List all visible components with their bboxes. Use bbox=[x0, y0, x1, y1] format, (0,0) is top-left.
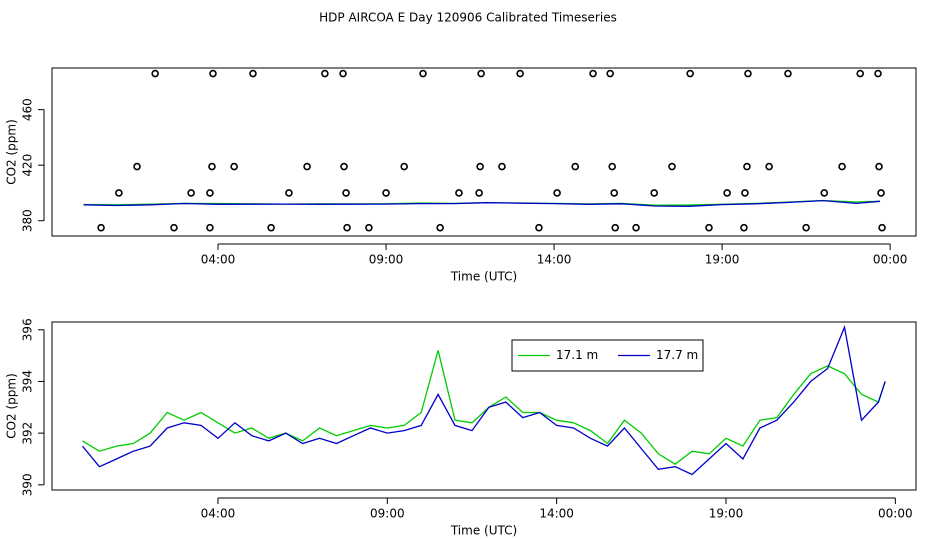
data-point bbox=[342, 189, 350, 197]
data-point bbox=[608, 162, 617, 171]
x-tick-label: 09:00 bbox=[369, 253, 404, 267]
data-point bbox=[571, 162, 580, 171]
data-point bbox=[535, 223, 543, 232]
y-tick-label: 380 bbox=[21, 209, 35, 232]
data-point bbox=[365, 223, 373, 232]
data-line bbox=[82, 350, 886, 465]
data-point bbox=[705, 223, 713, 232]
data-point bbox=[606, 69, 614, 78]
x-tick-label: 00:00 bbox=[873, 253, 908, 267]
legend-label: 17.1 m bbox=[556, 348, 598, 362]
x-tick-label: 04:00 bbox=[201, 253, 236, 267]
data-point bbox=[611, 223, 620, 232]
data-point bbox=[170, 223, 178, 232]
data-point bbox=[610, 189, 619, 197]
data-point bbox=[206, 189, 214, 197]
data-point bbox=[820, 189, 829, 197]
x-tick-label: 09:00 bbox=[370, 507, 405, 521]
data-point bbox=[133, 162, 141, 171]
data-point bbox=[856, 69, 865, 78]
data-point bbox=[455, 189, 463, 197]
data-point bbox=[209, 69, 217, 78]
y-tick-label: 390 bbox=[21, 473, 35, 496]
data-line bbox=[81, 324, 886, 476]
data-point bbox=[723, 189, 731, 197]
data-point bbox=[303, 162, 311, 171]
data-point bbox=[400, 162, 408, 171]
data-point bbox=[498, 162, 506, 171]
data-point bbox=[267, 223, 275, 232]
data-point bbox=[668, 162, 676, 171]
y-axis-label: CO2 (ppm) bbox=[5, 119, 19, 185]
x-tick-label: 14:00 bbox=[539, 507, 574, 521]
x-axis-label: Time (UTC) bbox=[450, 270, 517, 284]
data-point bbox=[249, 69, 257, 78]
y-axis-label: CO2 (ppm) bbox=[5, 373, 19, 439]
x-tick-label: 14:00 bbox=[537, 253, 572, 267]
data-point bbox=[97, 223, 105, 232]
data-point bbox=[230, 162, 238, 171]
data-point bbox=[632, 223, 640, 232]
x-tick-label: 19:00 bbox=[709, 507, 744, 521]
data-point bbox=[382, 189, 390, 197]
y-tick-label: 392 bbox=[21, 422, 35, 445]
data-point bbox=[516, 69, 524, 78]
data-point bbox=[765, 162, 773, 171]
data-point bbox=[419, 69, 427, 78]
data-line bbox=[83, 199, 881, 207]
data-point bbox=[877, 189, 885, 197]
x-axis-label: Time (UTC) bbox=[450, 524, 517, 538]
plot-frame bbox=[51, 67, 917, 237]
plot-frame bbox=[51, 321, 917, 491]
data-point bbox=[878, 223, 886, 232]
data-point bbox=[208, 162, 216, 171]
data-point bbox=[340, 162, 348, 171]
y-tick-label: 420 bbox=[21, 154, 35, 177]
data-point bbox=[589, 69, 597, 78]
data-point bbox=[436, 223, 444, 232]
data-point bbox=[339, 69, 347, 78]
data-point bbox=[743, 162, 751, 171]
data-point bbox=[784, 69, 792, 78]
data-point bbox=[802, 223, 810, 232]
x-tick-label: 19:00 bbox=[705, 253, 740, 267]
chart-title: HDP AIRCOA E Day 120906 Calibrated Times… bbox=[319, 11, 617, 25]
data-point bbox=[206, 223, 214, 232]
legend-label: 17.7 m bbox=[656, 348, 698, 362]
data-point bbox=[476, 162, 484, 171]
y-tick-label: 396 bbox=[21, 318, 35, 341]
data-point bbox=[285, 189, 293, 197]
data-point bbox=[740, 223, 748, 232]
y-tick-label: 394 bbox=[21, 370, 35, 393]
data-point bbox=[187, 189, 195, 197]
data-point bbox=[875, 162, 883, 171]
data-point bbox=[343, 223, 351, 232]
data-point bbox=[686, 69, 694, 78]
data-point bbox=[838, 162, 846, 171]
data-point bbox=[475, 189, 483, 197]
x-tick-label: 00:00 bbox=[878, 507, 913, 521]
data-point bbox=[115, 189, 123, 197]
data-point bbox=[874, 69, 882, 78]
data-point bbox=[744, 69, 752, 78]
x-tick-label: 04:00 bbox=[201, 507, 236, 521]
data-point bbox=[477, 69, 485, 78]
data-point bbox=[321, 69, 329, 78]
data-point bbox=[553, 189, 561, 197]
data-point bbox=[151, 69, 159, 78]
data-point bbox=[650, 189, 659, 197]
data-point bbox=[741, 189, 749, 197]
y-tick-label: 460 bbox=[21, 98, 35, 121]
